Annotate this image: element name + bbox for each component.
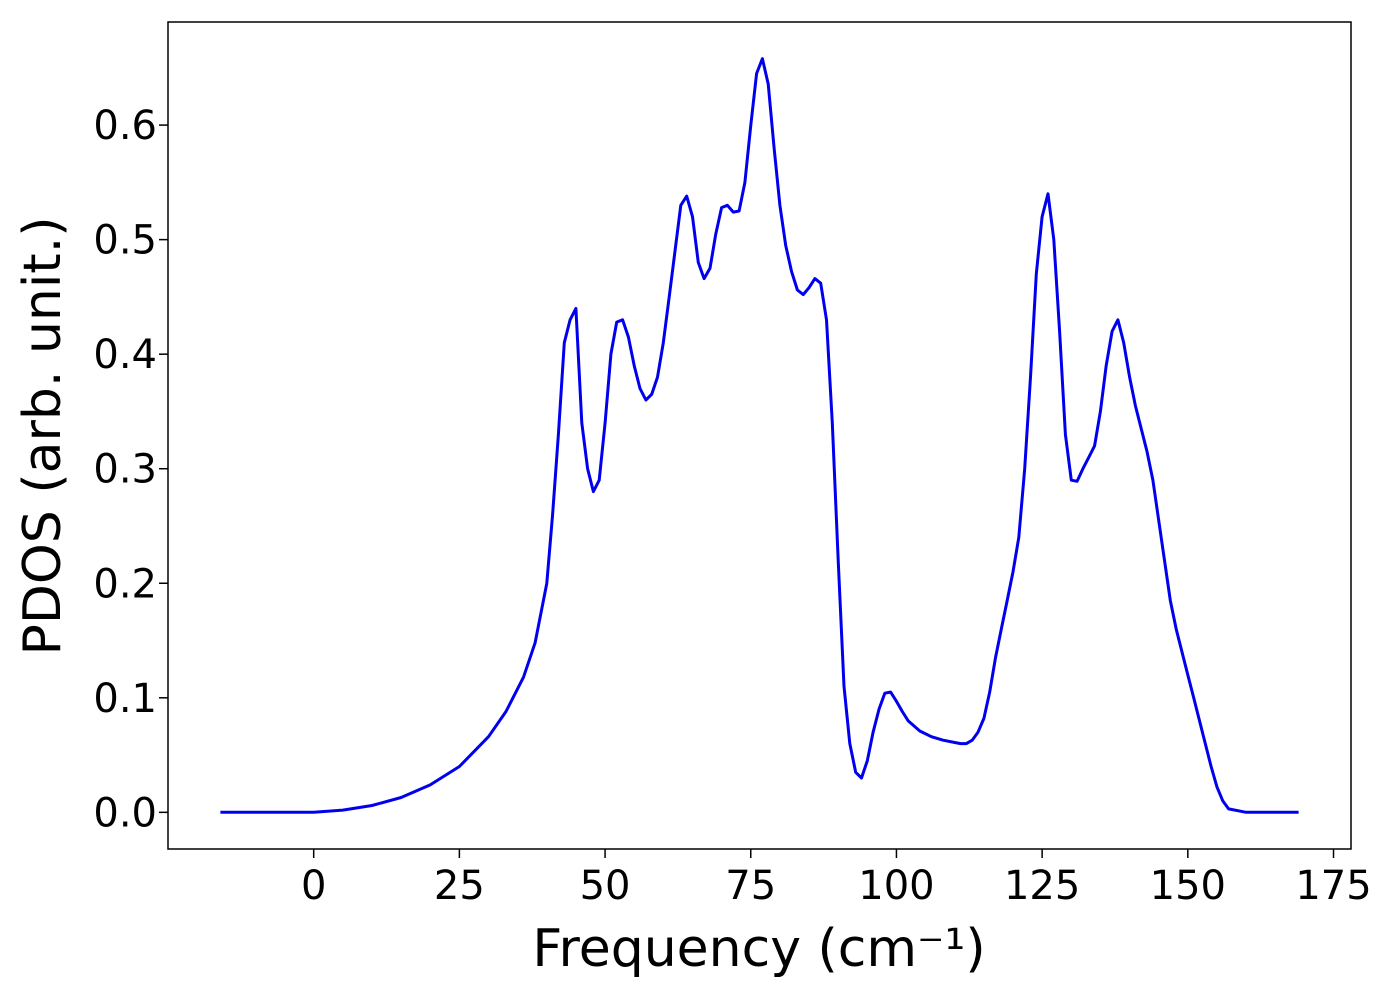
y-tick-label: 0.4 — [93, 332, 157, 378]
y-axis-ticks: 0.0 0.1 0.2 0.3 0.4 0.5 0.6 — [93, 103, 168, 836]
x-tick-label: 50 — [580, 863, 631, 909]
pdos-series-line — [220, 57, 1299, 814]
y-tick-label: 0.5 — [93, 218, 157, 264]
x-tick-label: 75 — [725, 863, 776, 909]
y-tick-label: 0.1 — [93, 676, 157, 722]
x-tick-label: 100 — [858, 863, 934, 909]
y-axis-label: PDOS (arb. unit.) — [13, 216, 73, 655]
x-axis-label: Frequency (cm⁻¹) — [532, 919, 985, 979]
y-tick-label: 0.0 — [93, 790, 157, 836]
y-tick-label: 0.2 — [93, 561, 157, 607]
x-axis-ticks: 0 25 50 75 100 125 150 175 — [301, 849, 1372, 909]
x-tick-label: 125 — [1004, 863, 1080, 909]
y-tick-label: 0.3 — [93, 447, 157, 493]
plot-area — [167, 21, 1352, 850]
y-tick-label: 0.6 — [93, 103, 157, 149]
x-tick-label: 150 — [1150, 863, 1226, 909]
x-tick-label: 25 — [434, 863, 485, 909]
x-tick-label: 0 — [301, 863, 326, 909]
x-tick-label: 175 — [1295, 863, 1371, 909]
